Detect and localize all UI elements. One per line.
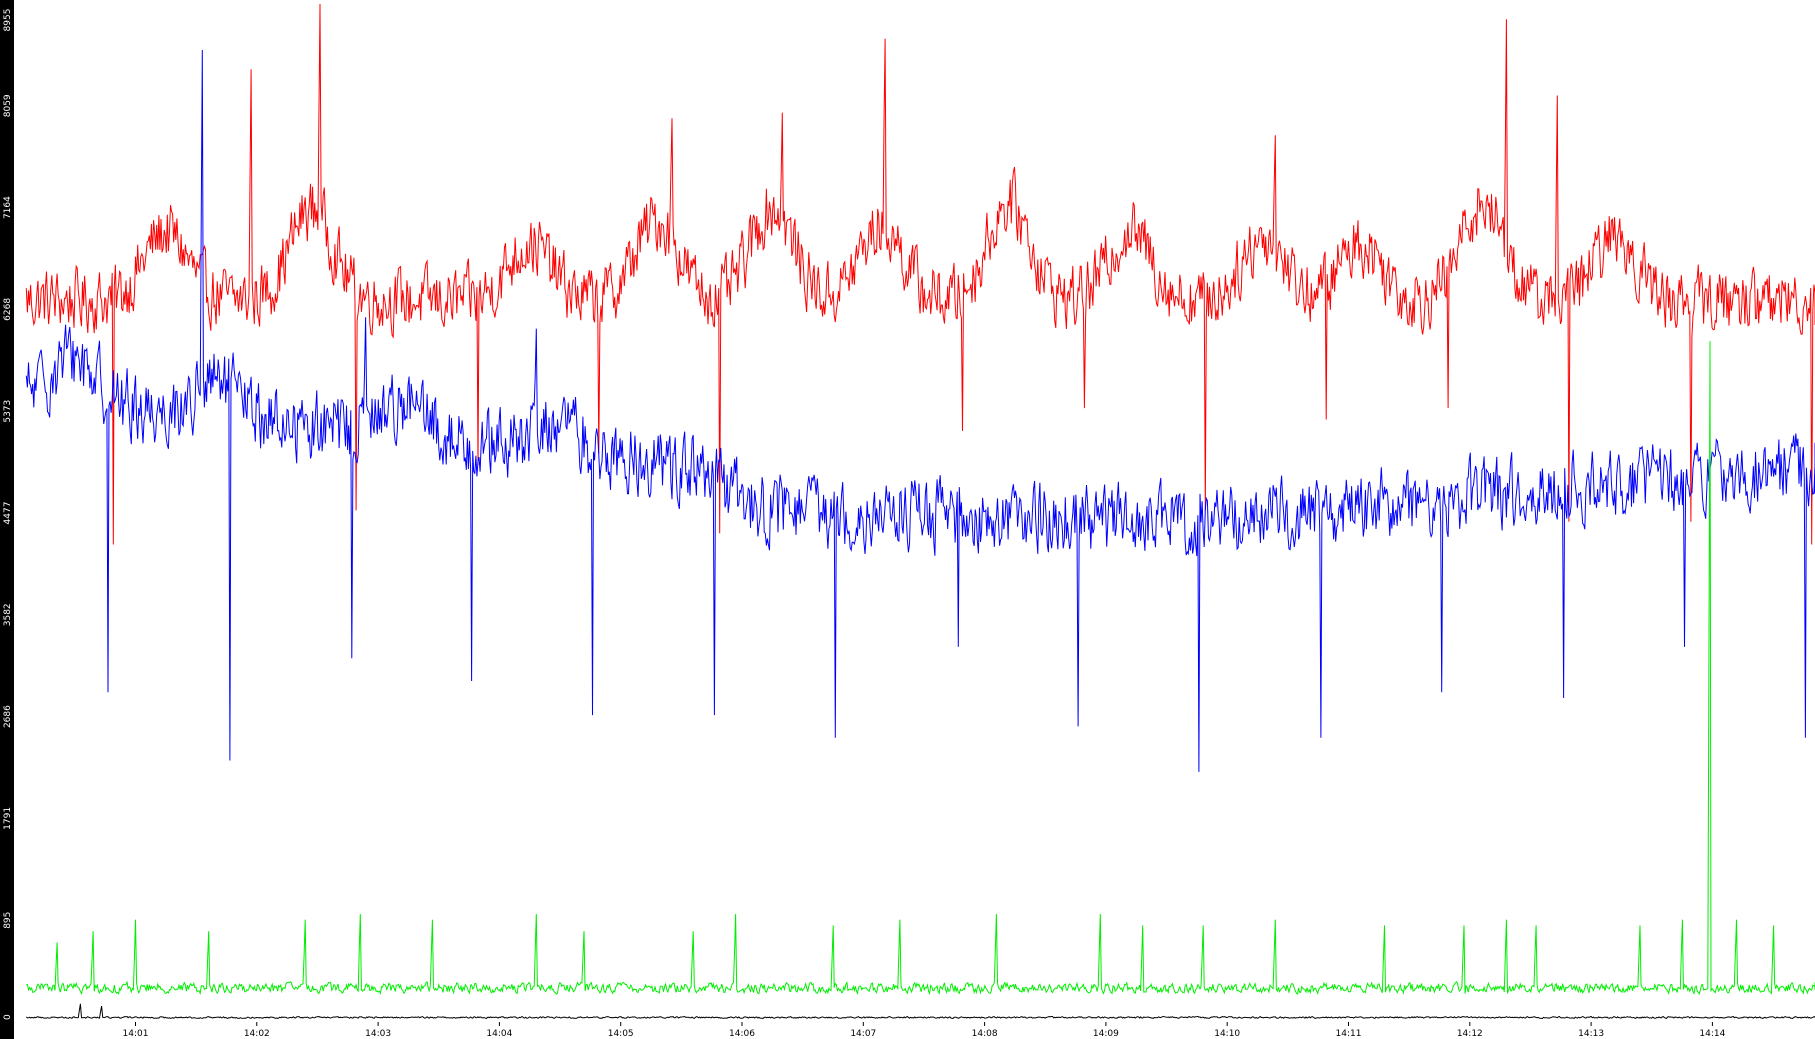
x-tick-labels: 14:01 14:02 14:03 14:04 14:05 14:06 14:07 14:08…: [123, 1022, 1726, 1039]
x-tick-label: 14:09: [1093, 1029, 1119, 1039]
y-tick-labels: 0 895 1791 2686 3582 4477 5373 6268 7164 8059 8955: [3, 9, 13, 1020]
x-tick-label: 14:13: [1578, 1029, 1604, 1039]
y-tick-label: 8955: [3, 9, 13, 32]
x-tick-label: 14:05: [608, 1029, 634, 1039]
y-tick-label: 0: [3, 1014, 13, 1020]
x-tick-label: 14:01: [123, 1029, 149, 1039]
x-tick-label: 14:07: [850, 1029, 876, 1039]
y-tick-label: 6268: [3, 298, 13, 321]
x-tick-label: 14:04: [486, 1029, 512, 1039]
x-tick-label: 14:08: [972, 1029, 998, 1039]
y-axis-strip: [0, 0, 14, 1039]
series-line-2: [26, 341, 1815, 996]
x-tick-label: 14:12: [1457, 1029, 1483, 1039]
y-tick-label: 8059: [3, 94, 13, 117]
series-line-3: [25, 1003, 1815, 1020]
y-tick-label: 895: [3, 912, 13, 929]
y-tick-label: 1791: [3, 807, 13, 830]
series-line-0: [25, 3, 1815, 545]
x-tick-label: 14:14: [1699, 1029, 1725, 1039]
y-tick-label: 3582: [3, 603, 13, 626]
x-tick-label: 14:06: [729, 1029, 755, 1039]
x-tick-label: 14:11: [1336, 1029, 1362, 1039]
series-layer: [25, 3, 1815, 1020]
y-tick-label: 5373: [3, 400, 13, 423]
x-tick-label: 14:02: [244, 1029, 270, 1039]
x-tick-label: 14:10: [1214, 1029, 1240, 1039]
y-tick-label: 4477: [3, 502, 13, 525]
x-tick-label: 14:03: [365, 1029, 391, 1039]
series-line-1: [25, 49, 1815, 772]
y-tick-label: 2686: [3, 705, 13, 728]
y-tick-label: 7164: [3, 196, 13, 219]
